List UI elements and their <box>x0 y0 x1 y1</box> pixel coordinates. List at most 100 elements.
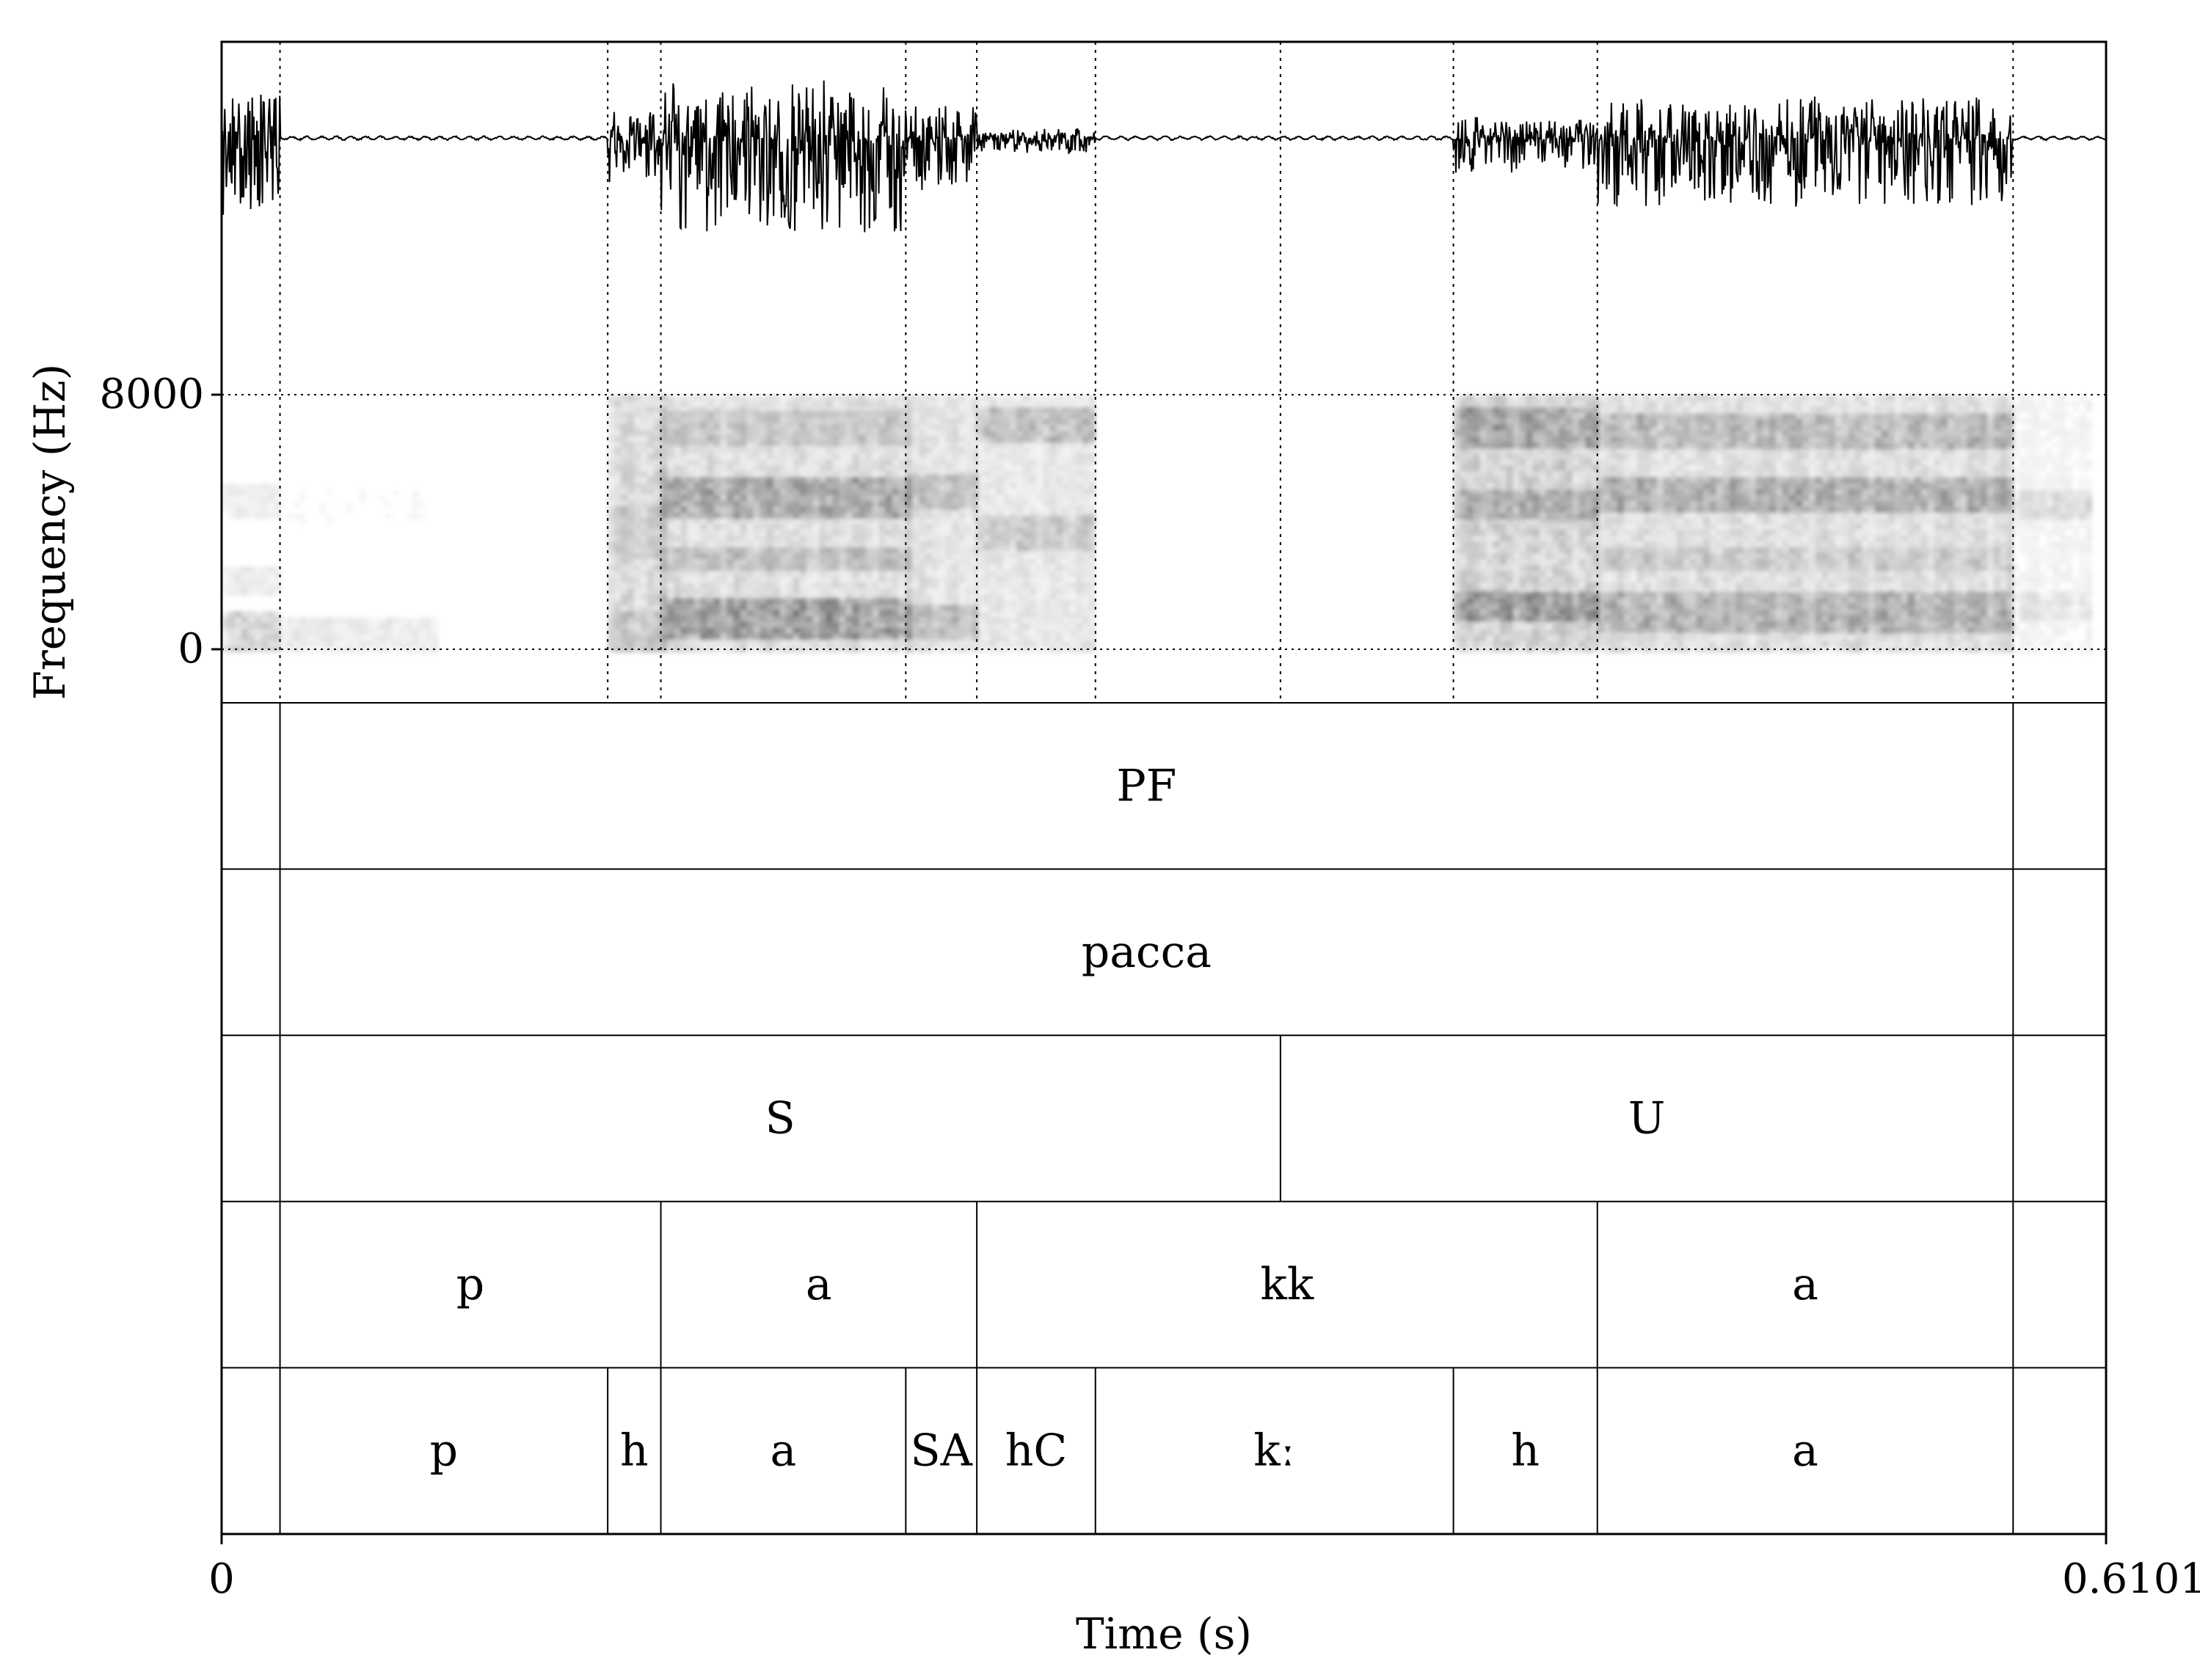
spectrogram-cell <box>990 618 997 624</box>
spectrogram-cell <box>1056 582 1063 588</box>
spectrogram-cell <box>839 582 846 588</box>
spectrogram-cell <box>965 448 972 453</box>
spectrogram-cell <box>1023 395 1030 401</box>
spectrogram-cell <box>1056 629 1063 635</box>
spectrogram-cell <box>819 410 826 417</box>
spectrogram-cell <box>919 553 926 559</box>
spectrogram-cell <box>707 553 714 560</box>
spectrogram-cell <box>932 565 939 571</box>
spectrogram-cell <box>740 541 747 547</box>
spectrogram-cell <box>1010 459 1017 465</box>
spectrogram-cell <box>300 496 307 502</box>
spectrogram-cell <box>740 428 747 434</box>
spectrogram-cell <box>425 629 432 635</box>
spectrogram-cell <box>898 616 906 622</box>
spectrogram-cell <box>1063 483 1070 489</box>
spectrogram-cell <box>799 506 806 513</box>
spectrogram-cell <box>885 577 892 582</box>
spectrogram-cell <box>925 610 933 617</box>
spectrogram-cell <box>990 544 997 551</box>
spectrogram-cell <box>753 428 760 434</box>
spectrogram-cell <box>832 459 839 465</box>
spectrogram-cell <box>720 553 727 560</box>
spectrogram-cell <box>753 594 760 600</box>
spectrogram-cell <box>1036 506 1043 512</box>
spectrogram-cell <box>660 565 668 571</box>
spectrogram-cell <box>799 627 806 634</box>
spectrogram-cell <box>839 571 846 577</box>
spectrogram-cell <box>885 610 892 616</box>
spectrogram-cell <box>779 518 787 524</box>
spectrogram-cell <box>760 448 767 453</box>
spectrogram-cell <box>667 604 674 610</box>
spectrogram-cell <box>945 486 953 492</box>
spectrogram-cell <box>634 500 641 506</box>
spectrogram-cell <box>654 424 661 430</box>
spectrogram-cell <box>990 600 997 606</box>
spectrogram-cell <box>667 428 674 434</box>
spectrogram-cell <box>733 453 740 459</box>
spectrogram-cell <box>906 512 913 518</box>
spectrogram-cell <box>693 439 701 446</box>
spectrogram-cell <box>1023 577 1030 582</box>
spectrogram-cell <box>952 610 959 617</box>
spectrogram-cell <box>845 541 853 547</box>
spectrogram-cell <box>779 577 787 582</box>
spectrogram-cell <box>621 494 628 500</box>
spectrogram-cell <box>359 646 366 653</box>
spectrogram-cell <box>621 471 628 477</box>
spectrogram-cell <box>925 480 933 486</box>
spectrogram-cell <box>614 401 622 406</box>
spectrogram-cell <box>806 633 813 640</box>
spectrogram-cell <box>806 428 813 434</box>
spectrogram-cell <box>299 623 307 629</box>
spectrogram-cell <box>919 480 926 486</box>
spectrogram-cell <box>654 401 661 406</box>
spectrogram-cell <box>255 513 261 519</box>
spectrogram-cell <box>261 513 268 519</box>
spectrogram-cell <box>812 416 820 423</box>
spectrogram-cell <box>359 635 366 641</box>
spectrogram-cell <box>925 436 933 442</box>
spectrogram-cell <box>654 565 661 571</box>
spectrogram-cell <box>1049 553 1057 559</box>
spectrogram-cell <box>945 471 953 477</box>
spectrogram-cell <box>693 594 701 600</box>
spectrogram-cell <box>654 430 661 436</box>
spectrogram-cell <box>793 506 800 513</box>
spectrogram-cell <box>753 577 760 582</box>
spectrogram-cell <box>647 448 655 453</box>
spectrogram-cell <box>707 434 714 440</box>
spectrogram-cell <box>255 640 261 646</box>
spectrogram-cell <box>1063 407 1070 414</box>
spectrogram-cell <box>726 524 734 530</box>
spectrogram-cell <box>925 577 933 582</box>
spectrogram-cell <box>1036 594 1043 600</box>
spectrogram-cell <box>852 641 859 647</box>
spectrogram-cell <box>261 566 268 573</box>
spectrogram-cell <box>779 524 787 530</box>
spectrogram-cell <box>667 541 674 547</box>
spectrogram-cell <box>700 571 707 577</box>
spectrogram-cell <box>786 395 793 401</box>
spectrogram-cell <box>627 465 635 471</box>
spectrogram-cell <box>1049 594 1057 600</box>
spectrogram-cell <box>878 610 886 616</box>
spectrogram-cell <box>912 474 919 481</box>
spectrogram-cell <box>319 635 327 641</box>
spectrogram-cell <box>945 594 953 600</box>
spectrogram-cell <box>912 536 919 541</box>
spectrogram-cell <box>839 565 846 571</box>
spectrogram-cell <box>779 559 787 566</box>
spectrogram-cell <box>713 518 721 524</box>
spectrogram-cell <box>627 559 635 565</box>
spectrogram-cell <box>952 634 959 640</box>
spectrogram-cell <box>647 483 655 489</box>
spectrogram-cell <box>720 428 727 434</box>
spectrogram-cell <box>1036 624 1043 629</box>
spectrogram-cell <box>1010 635 1017 641</box>
spectrogram-cell <box>1076 453 1083 459</box>
spectrogram-cell <box>1003 559 1010 565</box>
spectrogram-cell <box>660 530 668 536</box>
spectrogram-cell <box>925 503 933 510</box>
